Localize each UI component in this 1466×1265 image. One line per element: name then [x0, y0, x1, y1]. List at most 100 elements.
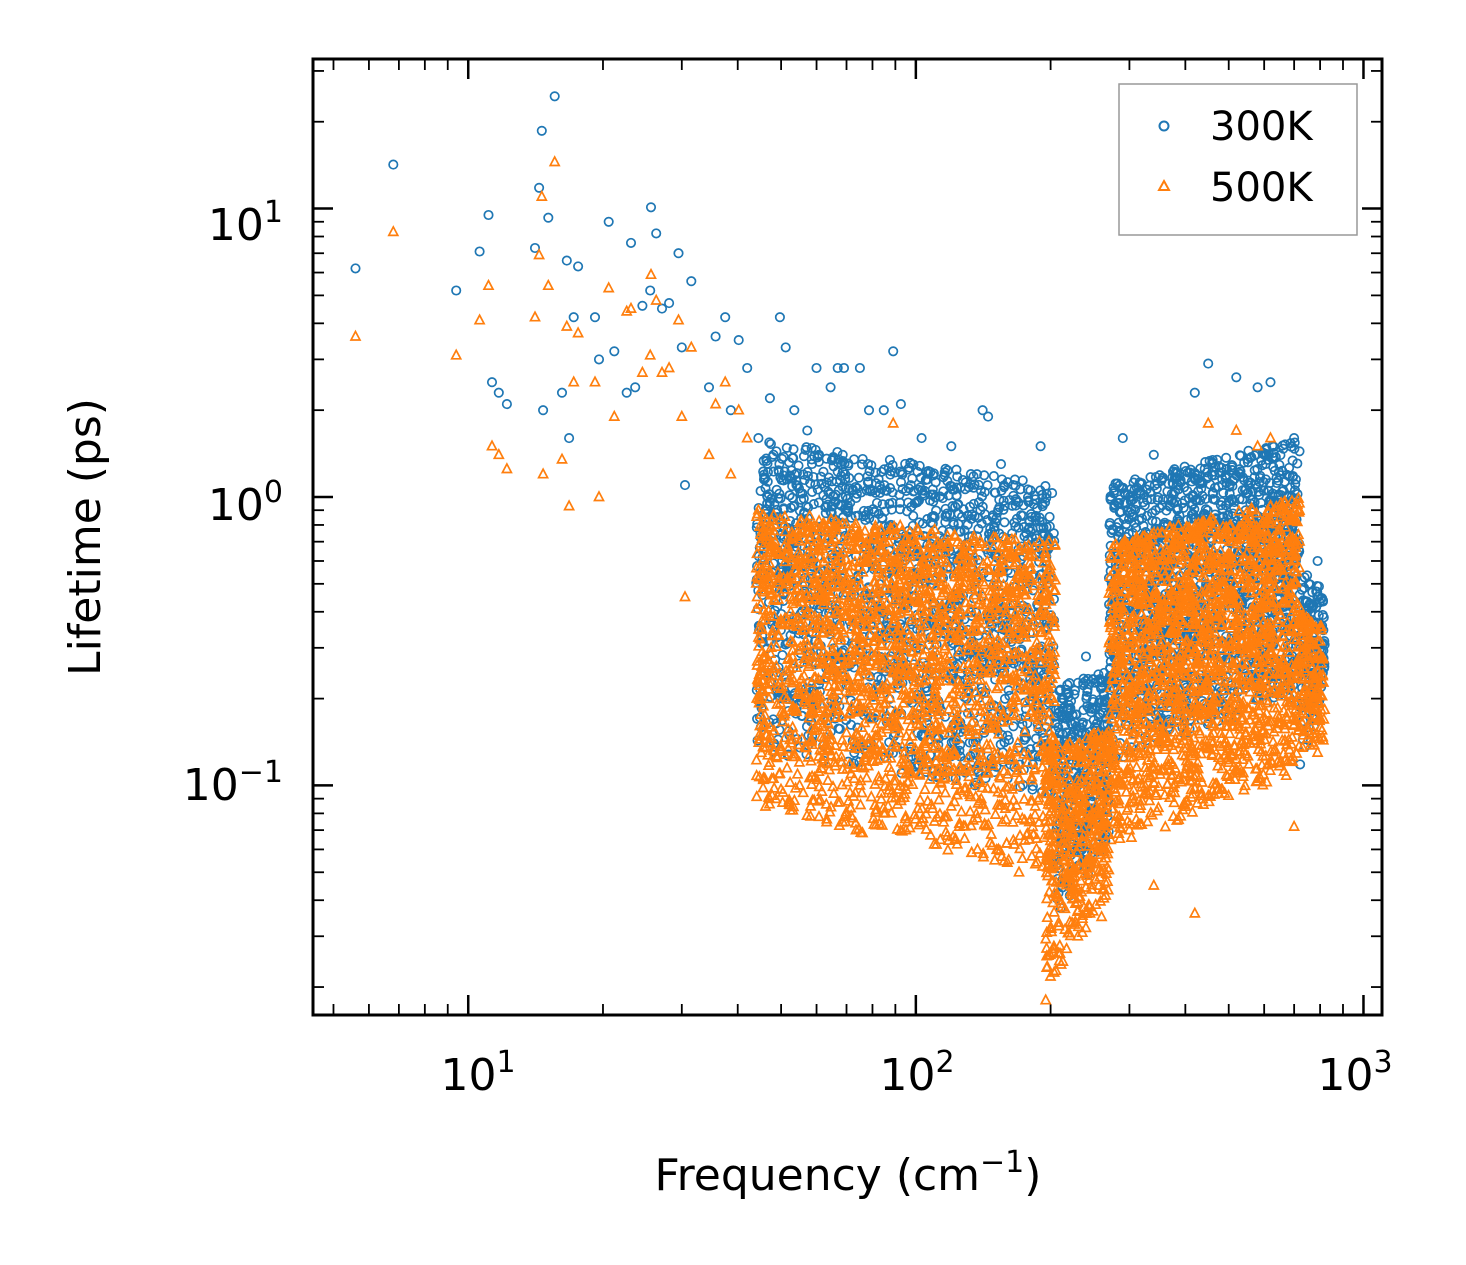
point-500k — [1025, 849, 1038, 861]
point-500k — [835, 553, 847, 565]
point-300k — [621, 387, 632, 398]
point-500k — [954, 537, 967, 549]
point-500k — [1019, 662, 1032, 674]
point-300k — [773, 465, 784, 476]
point-500k — [1028, 579, 1041, 591]
point-500k — [884, 521, 897, 533]
point-500k — [776, 795, 789, 807]
point-500k — [920, 672, 932, 684]
point-300k — [828, 453, 839, 464]
point-500k — [885, 806, 898, 818]
point-300k — [977, 405, 988, 416]
point-300k — [1062, 689, 1073, 700]
point-300k — [388, 159, 399, 170]
point-300k — [766, 493, 777, 504]
point-300k — [851, 488, 862, 499]
point-300k — [1135, 507, 1147, 518]
point-300k — [1054, 727, 1065, 738]
point-500k — [990, 681, 1003, 694]
point-300k — [878, 405, 889, 416]
point-500k — [989, 807, 1002, 819]
point-300k — [1118, 513, 1129, 524]
point-300k — [1105, 494, 1116, 505]
point-500k — [843, 740, 856, 752]
point-500k — [760, 527, 773, 539]
point-300k — [1109, 502, 1120, 513]
point-300k — [1179, 495, 1190, 506]
point-500k — [823, 805, 836, 817]
point-300k — [1200, 504, 1211, 515]
point-300k — [973, 479, 984, 490]
point-300k — [568, 312, 579, 323]
point-500k — [997, 539, 1010, 551]
point-500k — [767, 661, 780, 673]
point-500k — [1032, 642, 1045, 655]
point-300k — [812, 484, 823, 495]
point-300k — [1113, 525, 1125, 537]
point-300k — [1058, 712, 1069, 723]
point-500k — [821, 716, 834, 728]
point-300k — [1027, 781, 1038, 792]
point-500k — [946, 674, 959, 686]
point-500k — [1008, 558, 1020, 570]
point-300k — [1260, 450, 1271, 461]
point-300k — [1061, 684, 1072, 695]
point-300k — [758, 455, 769, 466]
point-300k — [1252, 482, 1263, 493]
point-300k — [564, 433, 575, 444]
point-500k — [759, 799, 772, 811]
point-300k — [976, 518, 987, 529]
point-500k — [922, 752, 934, 764]
point-300k — [807, 486, 818, 497]
point-300k — [1071, 709, 1082, 720]
point-300k — [1223, 497, 1234, 508]
point-300k — [1217, 474, 1228, 485]
point-300k — [994, 502, 1005, 513]
point-500k — [789, 727, 802, 740]
point-500k — [1042, 648, 1055, 661]
point-500k — [1028, 763, 1041, 775]
point-300k — [825, 382, 836, 393]
point-300k — [782, 638, 793, 649]
point-300k — [774, 458, 785, 470]
point-300k — [1318, 612, 1329, 623]
point-300k — [832, 466, 843, 477]
point-300k — [742, 362, 753, 374]
point-300k — [1212, 454, 1223, 465]
point-300k — [877, 499, 888, 510]
point-500k — [1042, 534, 1055, 546]
point-300k — [645, 285, 656, 296]
point-300k — [909, 498, 920, 509]
point-500k — [881, 548, 894, 560]
point-300k — [946, 441, 957, 452]
point-300k — [1289, 433, 1300, 444]
point-300k — [1081, 690, 1092, 702]
point-300k — [995, 739, 1006, 750]
point-300k — [1125, 496, 1136, 507]
point-300k — [625, 237, 637, 248]
point-500k — [975, 622, 988, 634]
point-500k — [875, 786, 888, 798]
point-300k — [809, 451, 820, 462]
point-300k — [983, 411, 994, 422]
point-300k — [843, 458, 854, 469]
point-500k — [811, 556, 824, 568]
point-300k — [1255, 470, 1266, 481]
point-300k — [1242, 487, 1254, 498]
point-300k — [664, 298, 675, 309]
point-300k — [593, 354, 605, 365]
point-300k — [856, 459, 868, 470]
point-300k — [1128, 477, 1139, 488]
point-300k — [929, 512, 940, 523]
point-500k — [760, 558, 773, 570]
point-300k — [1015, 484, 1026, 495]
point-300k — [868, 504, 879, 515]
point-500k — [813, 565, 826, 578]
point-300k — [984, 616, 995, 627]
point-300k — [1190, 494, 1201, 505]
point-300k — [1022, 484, 1033, 495]
point-300k — [1114, 494, 1126, 505]
point-300k — [1070, 724, 1081, 735]
point-300k — [887, 460, 898, 471]
